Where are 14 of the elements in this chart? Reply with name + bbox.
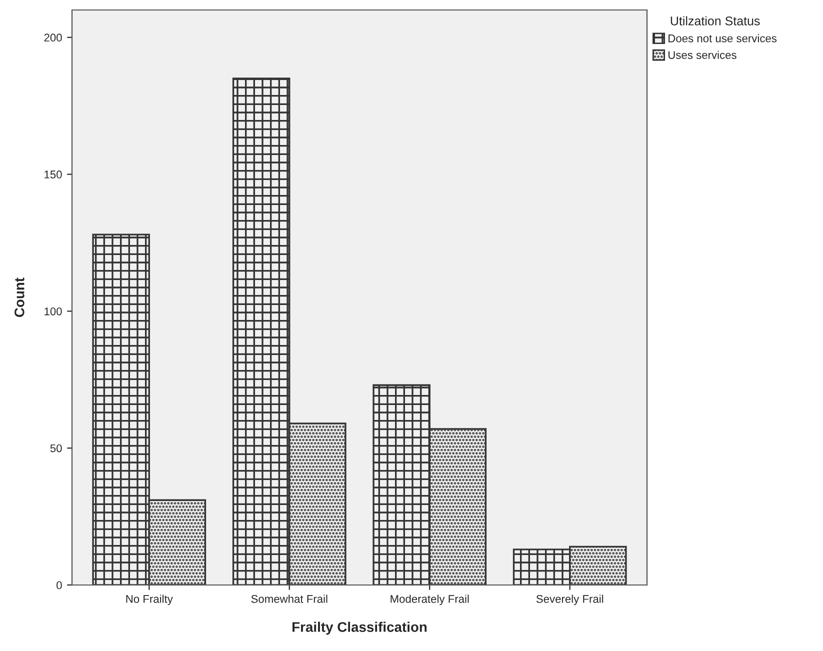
legend-title: Utilzation Status	[670, 16, 760, 26]
x-axis-title: Frailty Classification	[292, 622, 427, 635]
x-tick-label: No Frailty	[126, 594, 173, 606]
y-tick-label: 150	[44, 170, 62, 178]
y-tick-label: 200	[44, 34, 62, 42]
x-tick-label: Somewhat Frail	[251, 594, 328, 603]
legend-label: Uses services	[668, 50, 736, 59]
y-tick-label: 50	[50, 444, 62, 452]
x-tick-label: Severely Frail	[536, 594, 604, 606]
y-tick-label: 0	[56, 581, 62, 590]
legend-label: Does not use services	[668, 34, 777, 42]
y-tick-label: 100	[44, 307, 62, 316]
x-tick-label: Moderately Frail	[390, 594, 469, 606]
y-axis-title: Count	[14, 278, 24, 317]
